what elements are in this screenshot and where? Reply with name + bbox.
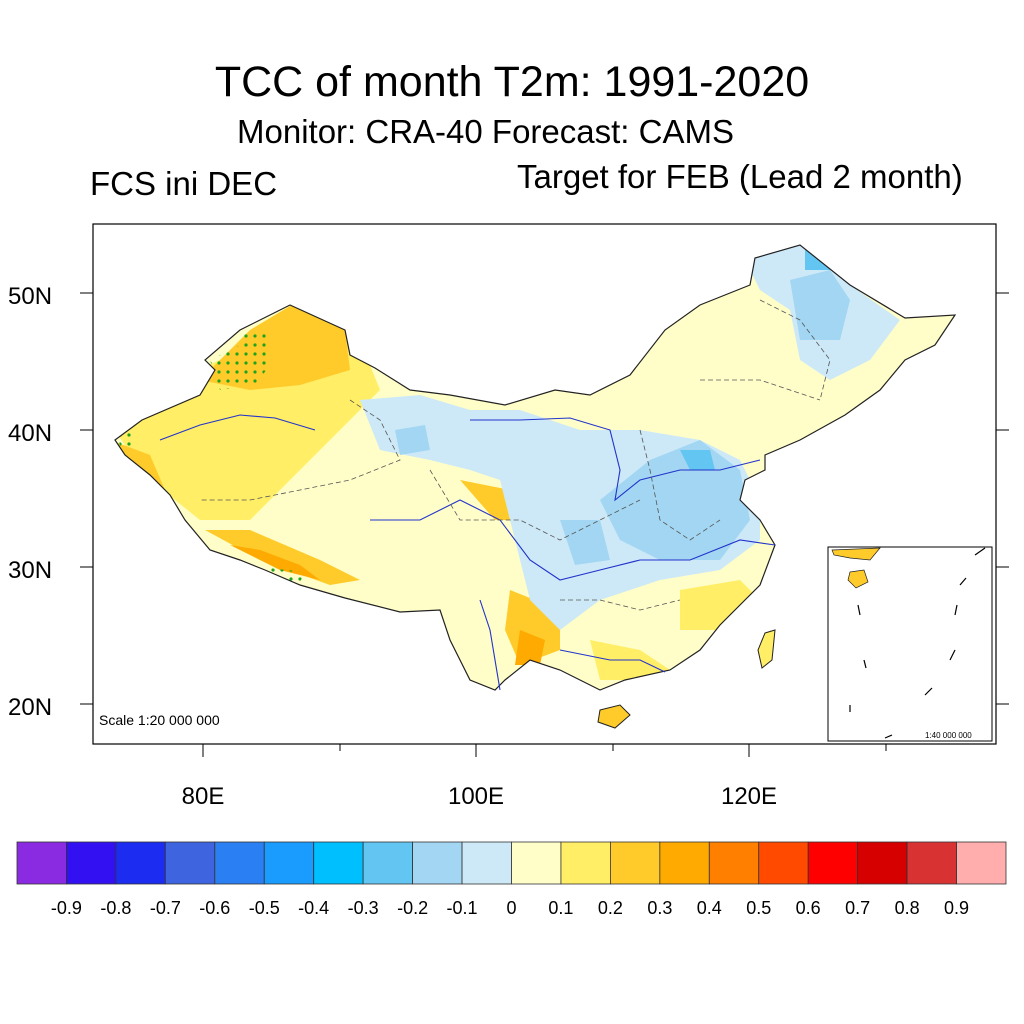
lat-label-30n: 30N (8, 557, 52, 584)
lon-label-120e: 120E (721, 783, 777, 810)
colorbar-box (313, 841, 364, 885)
lat-label-50n: 50N (8, 283, 52, 310)
colorbar-box (956, 841, 1007, 885)
colorbar-tick-label: 0.8 (895, 898, 920, 918)
lat-ticks (80, 292, 1009, 705)
figure-title: TCC of month T2m: 1991-2020 (214, 58, 810, 106)
colorbar-tick-label: 0.4 (697, 898, 722, 918)
colorbar-tick-label: 0 (506, 898, 516, 918)
lon-label-100e: 100E (448, 783, 504, 810)
colorbar-tick-label: -0.5 (249, 898, 280, 918)
lon-ticks (202, 744, 887, 757)
colorbar-box (461, 841, 512, 885)
colorbar-tick-label: -0.2 (397, 898, 428, 918)
colorbar-box (610, 841, 661, 885)
colorbar-tick-label: 0.2 (598, 898, 623, 918)
colorbar-tick-label: -0.7 (150, 898, 181, 918)
colorbar-tick-label: -0.8 (100, 898, 131, 918)
colorbar-box (659, 841, 710, 885)
rivers (159, 414, 776, 691)
map-scale-text: Scale 1:20 000 000 (99, 712, 220, 728)
colorbar-tick-label: 0.6 (796, 898, 821, 918)
china-border (114, 244, 957, 691)
colorbar-tick-label: -0.9 (51, 898, 82, 918)
colorbar-box (115, 841, 166, 885)
lat-label-40n: 40N (8, 420, 52, 447)
colorbar-box (66, 841, 117, 885)
colorbar-box (263, 841, 315, 885)
target-label: Target for FEB (Lead 2 month) (517, 158, 963, 195)
colorbar-box (906, 841, 957, 885)
colorbar-tick-label: -0.6 (199, 898, 230, 918)
south-china-sea-inset: 1:40 000 000 (827, 546, 993, 742)
colorbar-box (758, 841, 809, 885)
colorbar-box (16, 841, 67, 885)
colorbar-tick-label: 0.9 (944, 898, 969, 918)
colorbar-tick-label: 0.5 (746, 898, 771, 918)
lat-label-20n: 20N (8, 694, 52, 721)
colorbar-tick-label: -0.4 (298, 898, 329, 918)
colorbar-box (412, 841, 463, 885)
colorbar-tick-label: 0.7 (845, 898, 870, 918)
init-label: FCS ini DEC (90, 165, 278, 202)
colorbar-box (857, 841, 908, 885)
colorbar-box (511, 841, 562, 885)
inset-scale-text: 1:40 000 000 (925, 731, 972, 740)
figure-subtitle: Monitor: CRA-40 Forecast: CAMS (237, 113, 734, 150)
colorbar-tick-label: -0.3 (348, 898, 379, 918)
hainan-island (597, 704, 631, 729)
colorbar-box (164, 841, 216, 885)
colorbar-tick-label: -0.1 (447, 898, 478, 918)
colorbar-box (560, 841, 611, 885)
lon-label-80e: 80E (182, 783, 225, 810)
colorbar-box (214, 841, 265, 885)
colorbar-tick-label: 0.3 (647, 898, 672, 918)
taiwan-island (757, 629, 776, 669)
colorbar-box (807, 841, 859, 885)
province-boundaries (200, 299, 831, 611)
colorbar-box (708, 841, 760, 885)
colorbar-tick-label: 0.1 (548, 898, 573, 918)
colorbar-box (362, 841, 413, 885)
